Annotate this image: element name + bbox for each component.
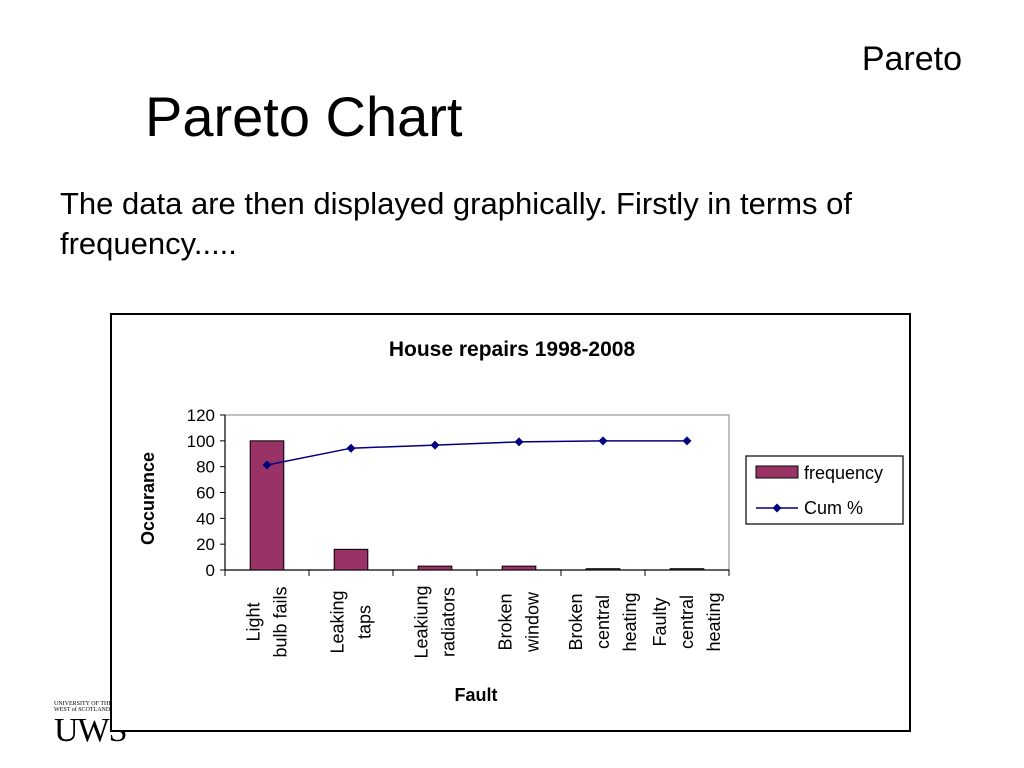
x-tick-label: radiators [439, 587, 459, 657]
logo-line-2: WEST of SCOTLAND [54, 707, 111, 713]
bar-2 [333, 548, 369, 571]
y-tick-label: 20 [196, 535, 215, 554]
bar-5 [585, 568, 621, 571]
legend-swatch-frequency [755, 465, 799, 479]
cum-point-2 [346, 443, 356, 453]
x-tick-label: Leaking [328, 590, 348, 653]
cum-point-4 [514, 437, 524, 447]
bar-1 [249, 440, 285, 571]
x-tick-label: central [677, 595, 697, 649]
x-tick-label: bulb fails [271, 586, 291, 657]
slide-title: Pareto Chart [145, 85, 463, 148]
pareto-chart: House repairs 1998-2008 0 20 40 60 80 100 120 Li… [138, 338, 904, 705]
cum-point-6 [682, 436, 692, 446]
x-tick-label: Leakiung [412, 585, 432, 658]
chart-frame: House repairs 1998-2008 0 20 40 60 80 100 120 Li… [110, 313, 911, 732]
plot-area [224, 414, 730, 571]
cum-point-5 [598, 436, 608, 446]
x-tick-label: window [523, 591, 543, 653]
y-tick-label: 100 [187, 432, 215, 451]
legend-label-frequency: frequency [804, 463, 883, 483]
corner-label: Pareto [861, 40, 962, 78]
legend-label-cum: Cum % [804, 498, 863, 518]
y-axis-title: Occurance [138, 452, 158, 545]
x-axis-title: Fault [455, 685, 498, 705]
cum-point-1 [262, 460, 272, 470]
x-tick-label: taps [355, 605, 375, 639]
legend-marker-cum [772, 503, 782, 513]
y-tick-label: 120 [187, 406, 215, 425]
bar-6 [669, 568, 705, 571]
cum-point-3 [430, 440, 440, 450]
body-text: The data are then displayed graphically.… [60, 186, 853, 261]
x-tick-label: Broken [566, 593, 586, 650]
logo-line-1: UNIVERSITY OF THE [54, 701, 112, 707]
x-tick-label: Broken [496, 593, 516, 650]
y-tick-label: 40 [196, 509, 215, 528]
cum-line [266, 440, 687, 466]
y-tick-label: 80 [196, 458, 215, 477]
bar-3 [417, 565, 453, 571]
x-tick-label: heating [704, 592, 724, 651]
bar-4 [501, 565, 537, 571]
x-tick-label: Faulty [650, 597, 670, 646]
chart-title: House repairs 1998-2008 [389, 338, 636, 361]
x-tick-label: central [593, 595, 613, 649]
y-tick-label: 0 [206, 561, 215, 580]
x-tick-label: Light [244, 602, 264, 641]
x-tick-label: heating [620, 592, 640, 651]
y-tick-label: 60 [196, 484, 215, 503]
